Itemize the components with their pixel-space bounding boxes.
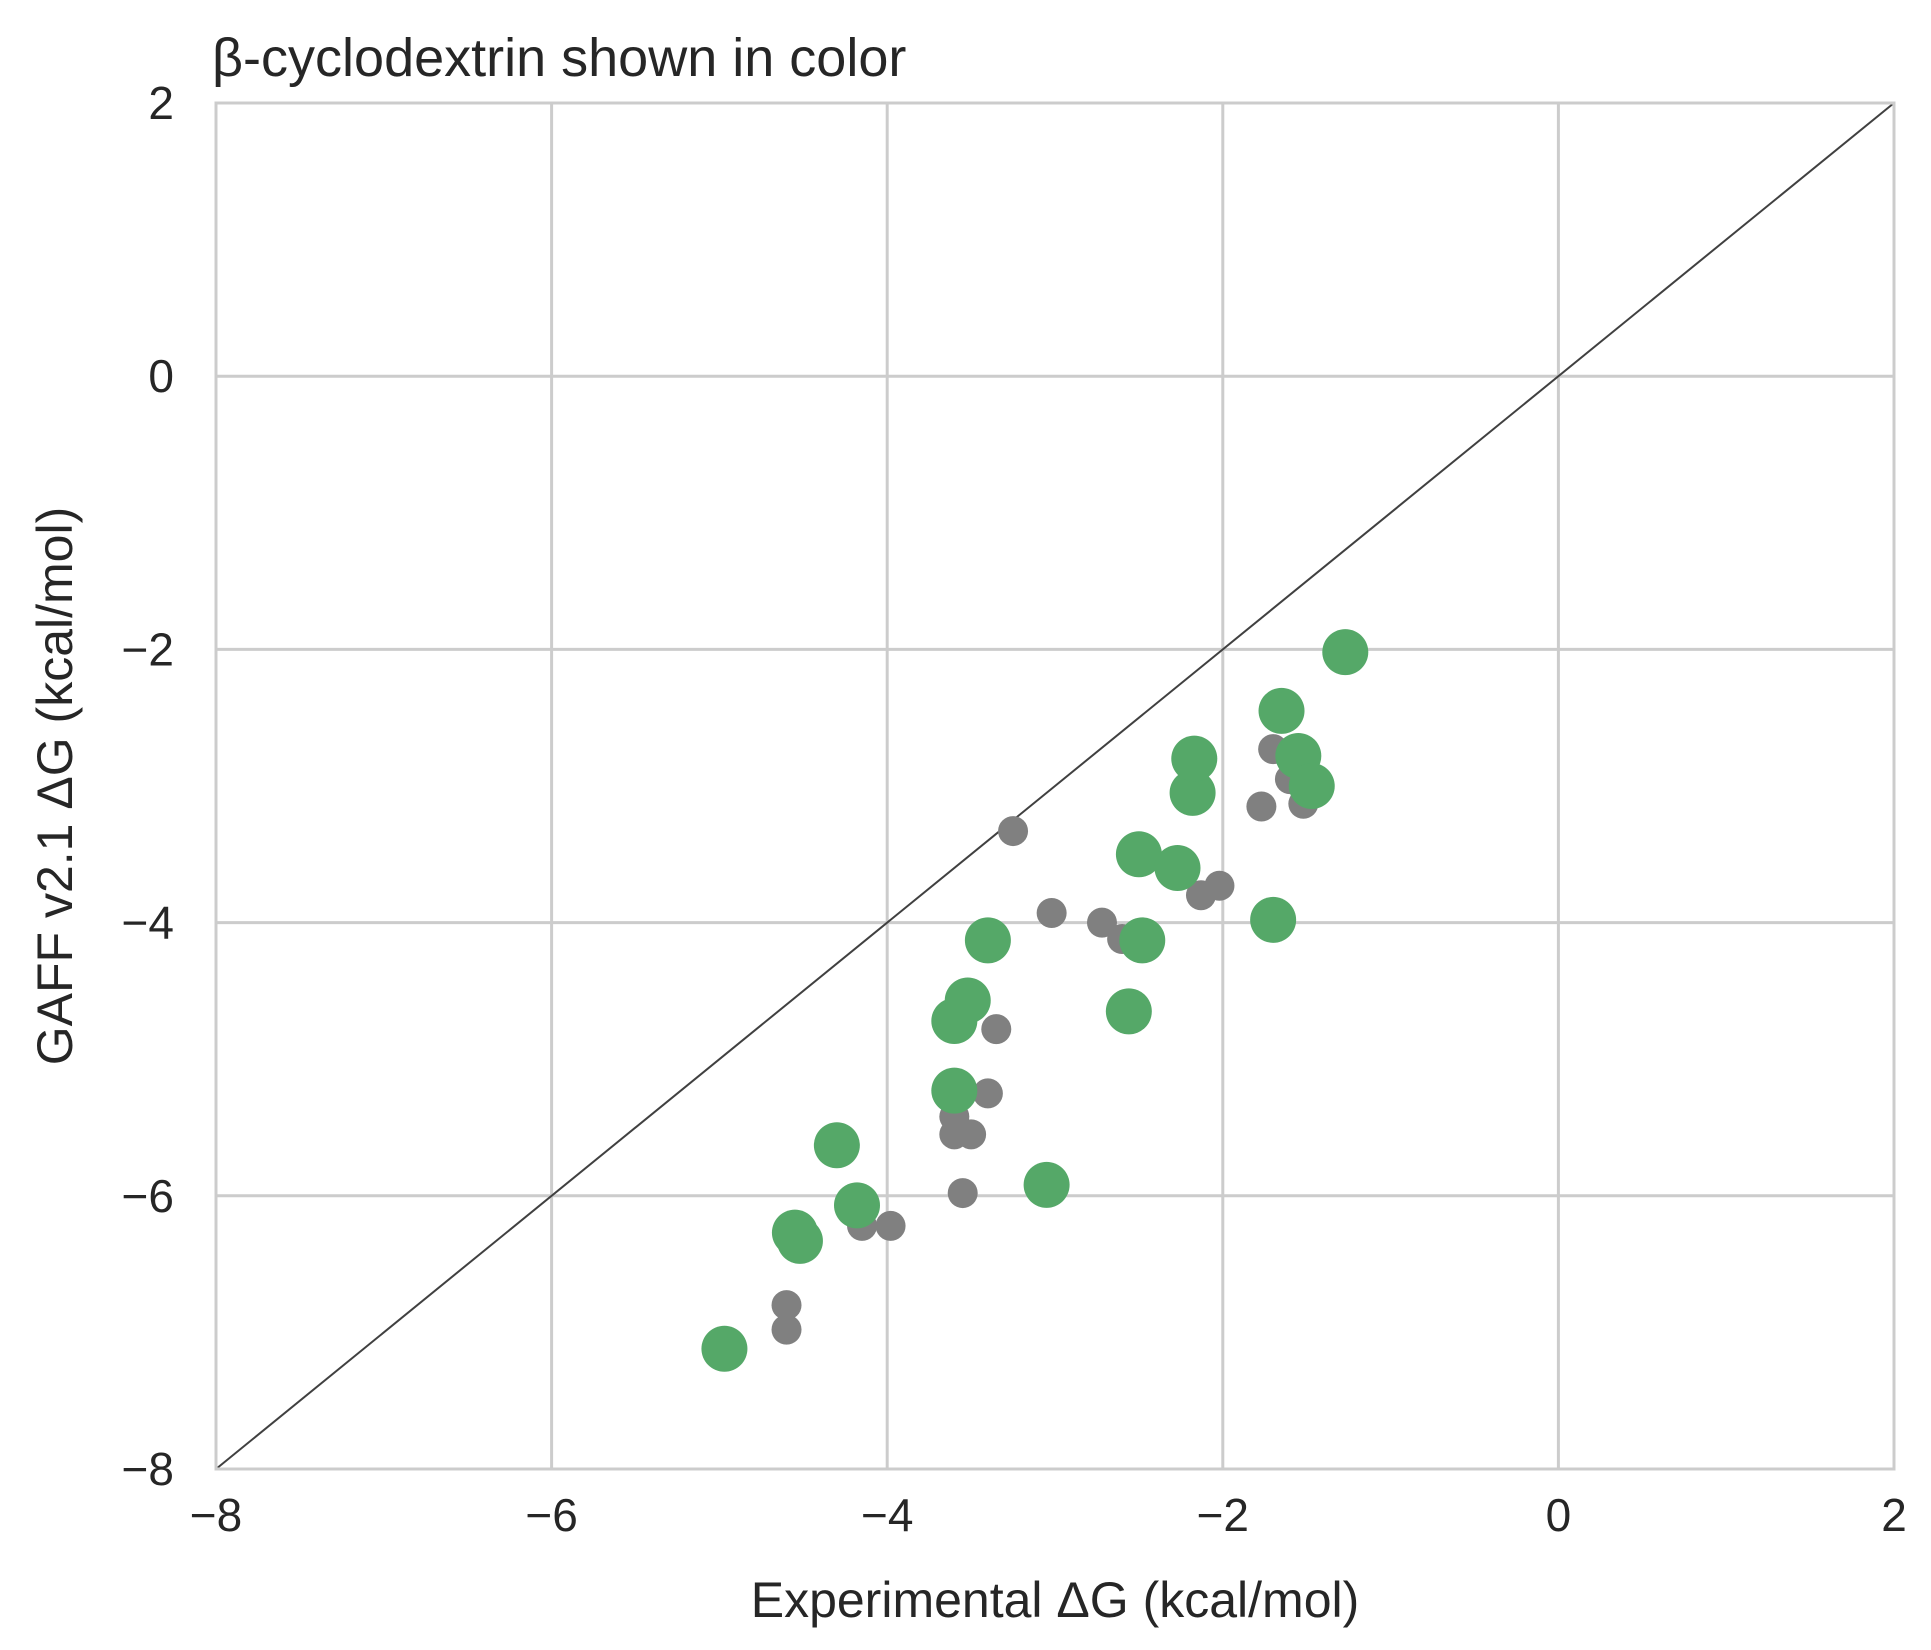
identity-reference-line — [215, 102, 1895, 1470]
grid-lines — [214, 101, 1896, 1471]
x-tick-label: −6 — [525, 1489, 577, 1541]
y-tick-labels: −8 −6 −4 −2 0 2 — [122, 77, 174, 1495]
gray-data-point — [875, 1210, 906, 1241]
x-tick-label: −4 — [861, 1489, 913, 1541]
y-tick-label: 0 — [148, 350, 174, 402]
x-axis-label: Experimental ΔG (kcal/mol) — [751, 1572, 1360, 1628]
gray-data-point — [771, 1314, 802, 1345]
green-data-point — [1258, 687, 1305, 734]
x-tick-label: 2 — [1881, 1489, 1907, 1541]
y-tick-label: −4 — [122, 897, 174, 949]
green-data-point — [1119, 917, 1166, 964]
gray-data-point — [998, 816, 1029, 847]
y-axis-label: GAFF v2.1 ΔG (kcal/mol) — [27, 507, 83, 1065]
gray-data-point — [1036, 898, 1067, 929]
green-data-point — [964, 917, 1011, 964]
green-data-point — [1288, 763, 1335, 809]
chart-title: β-cyclodextrin shown in color — [212, 28, 906, 88]
gray-data-point — [947, 1178, 978, 1209]
green-data-point — [1171, 735, 1218, 782]
y-tick-label: −2 — [122, 623, 174, 675]
gray-data-point — [771, 1290, 802, 1321]
y-tick-label: 2 — [148, 77, 174, 129]
y-tick-label: −6 — [122, 1170, 174, 1222]
green-data-point — [833, 1182, 880, 1229]
y-tick-label: −8 — [122, 1443, 174, 1495]
green-data-point — [1250, 896, 1297, 943]
gray-data-point — [1246, 791, 1277, 822]
x-tick-labels: −8 −6 −4 −2 0 2 — [190, 1489, 1907, 1541]
x-tick-label: −2 — [1197, 1489, 1249, 1541]
green-data-point — [1105, 988, 1152, 1035]
green-data-point — [813, 1122, 860, 1169]
green-data-point — [1154, 844, 1201, 891]
gray-data-point — [981, 1014, 1012, 1045]
green-data-point — [1322, 629, 1369, 676]
green-data-point — [944, 977, 991, 1024]
green-data-point — [1169, 769, 1216, 816]
green-data-point — [1023, 1161, 1070, 1208]
green-data-point — [776, 1217, 823, 1264]
green-data-point — [701, 1325, 748, 1372]
gray-data-point — [1204, 870, 1235, 901]
data-points — [701, 629, 1369, 1372]
x-tick-label: 0 — [1546, 1489, 1572, 1541]
x-tick-label: −8 — [190, 1489, 242, 1541]
green-data-point — [1115, 831, 1162, 878]
gray-data-point — [1086, 907, 1117, 938]
green-data-point — [931, 1067, 978, 1114]
plot-frame — [214, 101, 1896, 1471]
gray-data-point — [972, 1078, 1003, 1109]
